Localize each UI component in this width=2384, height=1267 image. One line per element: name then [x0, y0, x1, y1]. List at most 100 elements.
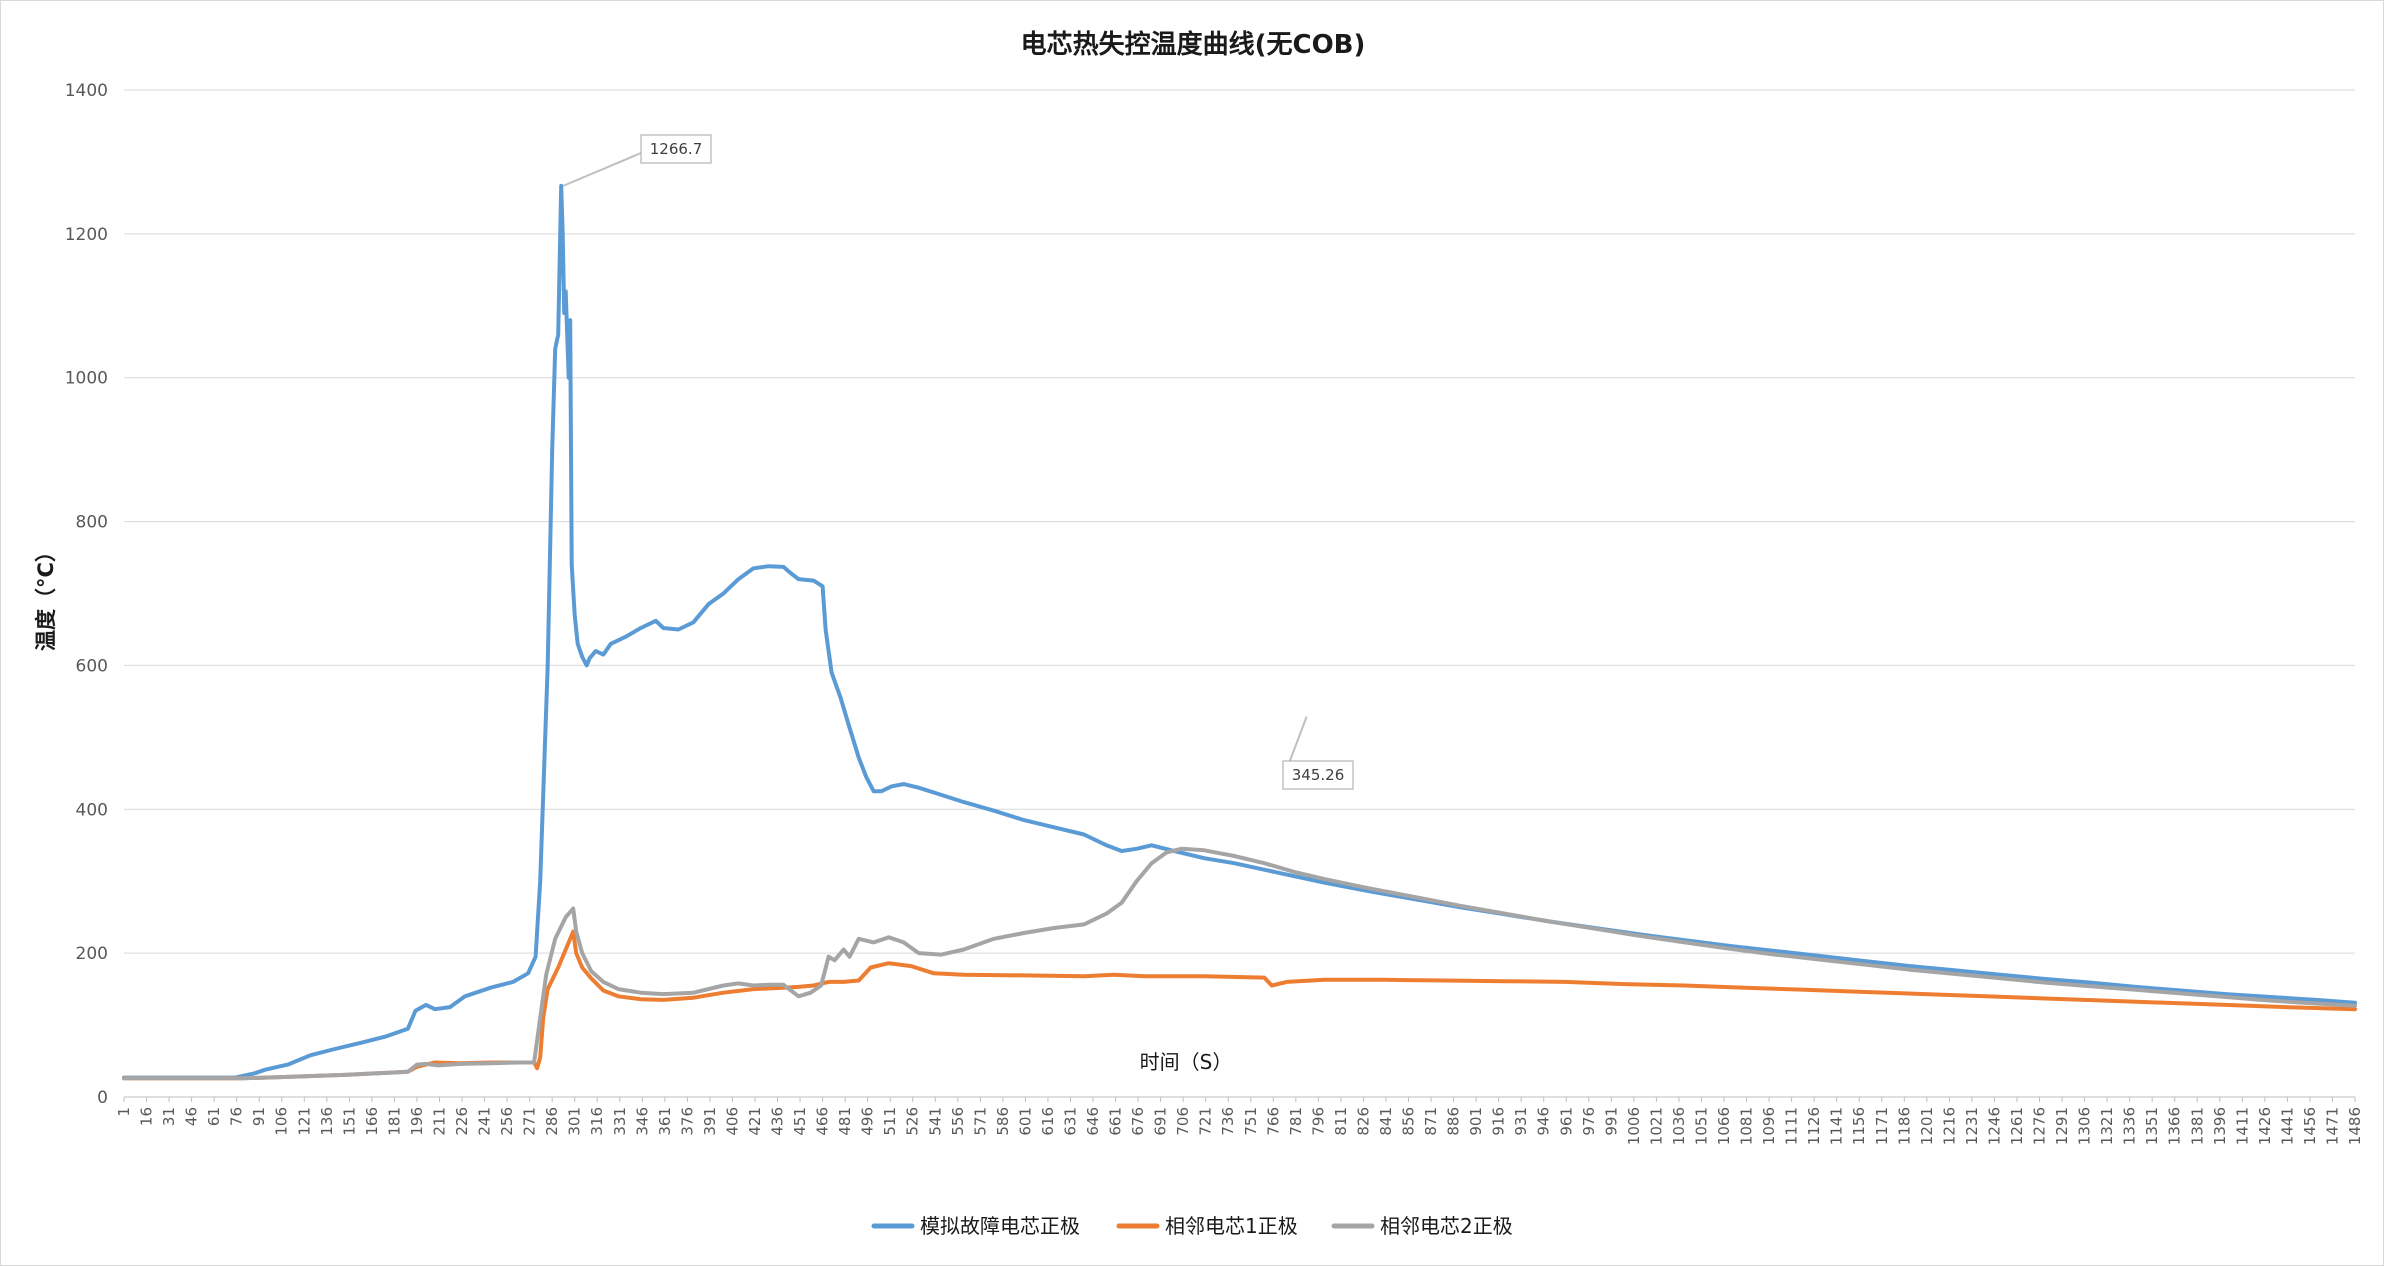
x-tick-label-376: 376 [678, 1107, 696, 1136]
x-tick-label-1396: 1396 [2211, 1107, 2229, 1145]
x-tick-label-466: 466 [814, 1107, 832, 1136]
x-tick-label-121: 121 [295, 1107, 313, 1136]
x-tick-label-1126: 1126 [1805, 1107, 1823, 1145]
x-tick-label-361: 361 [656, 1107, 674, 1136]
annotation-box-1 [640, 134, 712, 164]
x-tick-label-676: 676 [1129, 1107, 1147, 1136]
x-tick-label-601: 601 [1016, 1107, 1034, 1136]
legend-label-1: 模拟故障电芯正极 [920, 1214, 1080, 1238]
x-tick-label-1186: 1186 [1895, 1107, 1913, 1145]
x-tick-label-196: 196 [408, 1107, 426, 1136]
x-tick-label-841: 841 [1377, 1107, 1395, 1136]
series-line-3 [122, 846, 2357, 1081]
x-tick-label-106: 106 [273, 1107, 291, 1136]
x-tick-label-256: 256 [498, 1107, 516, 1136]
x-tick-label-16: 16 [138, 1107, 156, 1126]
x-tick-label-781: 781 [1287, 1107, 1305, 1136]
series-line-1 [122, 183, 2357, 1080]
x-tick-label-1006: 1006 [1625, 1107, 1643, 1145]
x-tick-label-1351: 1351 [2143, 1107, 2161, 1145]
x-tick-label-511: 511 [881, 1107, 899, 1136]
x-tick-label-1291: 1291 [2053, 1107, 2071, 1145]
y-tick-label-600: 600 [76, 656, 108, 676]
x-tick-label-751: 751 [1242, 1107, 1260, 1136]
x-tick-label-331: 331 [611, 1107, 629, 1136]
x-tick-label-991: 991 [1602, 1107, 1620, 1136]
x-tick-label-241: 241 [476, 1107, 494, 1136]
y-tick-label-800: 800 [76, 513, 108, 533]
x-tick-label-316: 316 [588, 1107, 606, 1136]
y-tick-label-400: 400 [76, 800, 108, 820]
x-tick-label-931: 931 [1512, 1107, 1530, 1136]
x-tick-label-526: 526 [904, 1107, 922, 1136]
x-tick-label-91: 91 [250, 1107, 268, 1126]
x-tick-label-661: 661 [1107, 1107, 1125, 1136]
legend-label-3: 相邻电芯2正极 [1380, 1214, 1513, 1238]
x-tick-label-571: 571 [971, 1107, 989, 1136]
x-tick-label-436: 436 [769, 1107, 787, 1136]
x-tick-label-541: 541 [926, 1107, 944, 1136]
x-tick-label-766: 766 [1264, 1107, 1282, 1136]
annotation-label-1: 1266.7 [650, 140, 703, 158]
x-tick-label-451: 451 [791, 1107, 809, 1136]
x-tick-label-496: 496 [859, 1107, 877, 1136]
x-tick-label-961: 961 [1557, 1107, 1575, 1136]
x-tick-label-1156: 1156 [1850, 1107, 1868, 1145]
x-tick-label-1471: 1471 [2323, 1107, 2341, 1145]
annotation-leader-1 [562, 152, 642, 187]
x-tick-label-1051: 1051 [1692, 1107, 1710, 1145]
x-tick-label-721: 721 [1197, 1107, 1215, 1136]
x-tick-label-1216: 1216 [1940, 1107, 1958, 1145]
x-tick-label-631: 631 [1061, 1107, 1079, 1136]
x-tick-label-271: 271 [521, 1107, 539, 1136]
x-tick-label-346: 346 [633, 1107, 651, 1136]
chart-title: 电芯热失控温度曲线(无COB) [1021, 29, 1366, 60]
x-tick-label-586: 586 [994, 1107, 1012, 1136]
x-tick-label-706: 706 [1174, 1107, 1192, 1136]
x-tick-label-1366: 1366 [2166, 1107, 2184, 1145]
x-tick-label-1276: 1276 [2031, 1107, 2049, 1145]
x-tick-label-556: 556 [949, 1107, 967, 1136]
x-tick-label-151: 151 [340, 1107, 358, 1136]
x-tick-label-166: 166 [363, 1107, 381, 1136]
y-tick-label-1000: 1000 [65, 369, 108, 389]
x-tick-label-1336: 1336 [2121, 1107, 2139, 1145]
x-tick-label-1261: 1261 [2008, 1107, 2026, 1145]
x-tick-label-1171: 1171 [1873, 1107, 1891, 1145]
x-tick-label-46: 46 [183, 1107, 201, 1126]
x-tick-label-736: 736 [1219, 1107, 1237, 1136]
y-tick-label-0: 0 [97, 1088, 108, 1108]
x-tick-label-1411: 1411 [2233, 1107, 2251, 1145]
annotation-label-2: 345.26 [1292, 766, 1345, 784]
x-tick-label-1096: 1096 [1760, 1107, 1778, 1145]
x-tick-label-1036: 1036 [1670, 1107, 1688, 1145]
x-tick-label-976: 976 [1580, 1107, 1598, 1136]
x-tick-label-616: 616 [1039, 1107, 1057, 1136]
x-tick-label-946: 946 [1535, 1107, 1553, 1136]
x-tick-label-1066: 1066 [1715, 1107, 1733, 1145]
x-tick-label-1441: 1441 [2278, 1107, 2296, 1145]
x-tick-label-211: 211 [430, 1107, 448, 1136]
x-tick-label-421: 421 [746, 1107, 764, 1136]
x-tick-label-1486: 1486 [2346, 1107, 2364, 1145]
x-tick-label-901: 901 [1467, 1107, 1485, 1136]
x-tick-label-1231: 1231 [1963, 1107, 1981, 1145]
x-tick-label-1141: 1141 [1828, 1107, 1846, 1145]
x-tick-label-1381: 1381 [2188, 1107, 2206, 1145]
x-tick-label-1081: 1081 [1738, 1107, 1756, 1145]
x-tick-label-796: 796 [1309, 1107, 1327, 1136]
x-tick-label-226: 226 [453, 1107, 471, 1136]
y-tick-label-1400: 1400 [65, 81, 108, 101]
x-tick-label-871: 871 [1422, 1107, 1440, 1136]
x-tick-label-646: 646 [1084, 1107, 1102, 1136]
gridlines [124, 89, 2355, 1098]
x-tick-label-826: 826 [1354, 1107, 1372, 1136]
x-tick-label-1321: 1321 [2098, 1107, 2116, 1145]
x-tick-label-1201: 1201 [1918, 1107, 1936, 1145]
annotation-box-2 [1282, 760, 1354, 790]
x-tick-label-1021: 1021 [1647, 1107, 1665, 1145]
y-axis-label: 温度（°C） [34, 541, 58, 651]
x-tick-label-286: 286 [543, 1107, 561, 1136]
x-tick-label-691: 691 [1152, 1107, 1170, 1136]
